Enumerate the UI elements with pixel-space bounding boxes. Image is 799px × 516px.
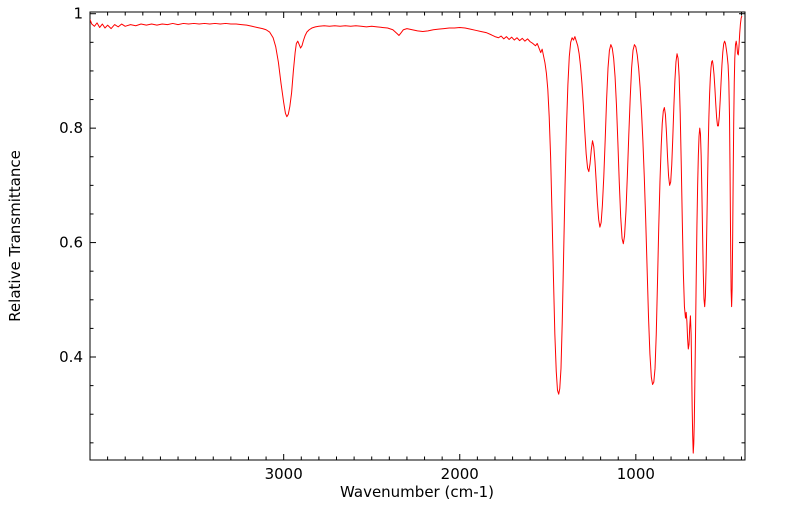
tick-label: 1 xyxy=(73,5,83,23)
x-axis-label: Wavenumber (cm-1) xyxy=(340,483,494,501)
tick-label: 0.6 xyxy=(59,234,83,252)
tick-label: 3000 xyxy=(265,465,303,483)
axis-ticks xyxy=(90,12,745,460)
y-axis-label: Relative Transmittance xyxy=(6,150,24,322)
tick-label: 0.4 xyxy=(59,348,83,366)
tick-label: 1000 xyxy=(617,465,655,483)
spectrum-line xyxy=(90,15,743,454)
tick-label: 0.8 xyxy=(59,119,83,137)
plot-border xyxy=(89,11,746,461)
tick-label: 2000 xyxy=(441,465,479,483)
axis-tick-labels: 3000 2000 1000 1 0.8 0.6 0.4 xyxy=(59,5,655,483)
